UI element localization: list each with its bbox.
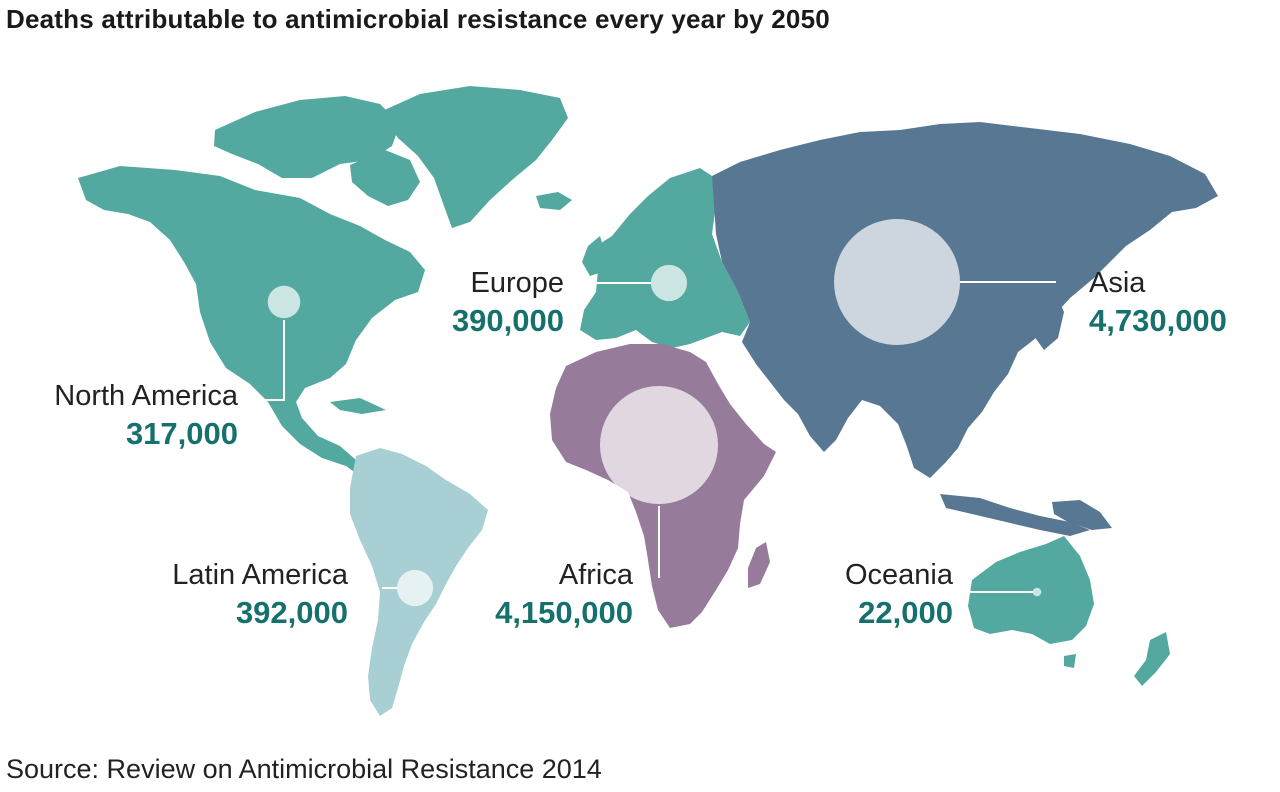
britain-shape: [582, 236, 606, 276]
region-name-north-america: North America: [54, 380, 238, 412]
region-value-europe: 390,000: [451, 303, 564, 338]
baffin-shape: [350, 150, 420, 206]
bubble-layer: [242, 219, 1056, 607]
greenland-shape: [380, 86, 568, 228]
new-guinea-shape: [1052, 500, 1112, 530]
source-note: Source: Review on Antimicrobial Resistan…: [6, 754, 602, 784]
bubble-north-america: [267, 285, 301, 319]
region-oceania: [968, 536, 1170, 686]
bubble-europe: [650, 264, 688, 302]
label-north-america: North America 317,000: [54, 378, 238, 454]
new-zealand-shape: [1134, 632, 1170, 686]
region-value-latin-america: 392,000: [235, 595, 348, 630]
tasmania-shape: [1064, 654, 1076, 668]
map-title: Deaths attributable to antimicrobial res…: [6, 4, 830, 34]
region-asia: [712, 122, 1218, 536]
indonesia-shape: [940, 494, 1090, 536]
bubble-latin-america: [396, 569, 434, 607]
bubble-oceania: [1032, 587, 1042, 597]
cuba-shape: [330, 398, 386, 414]
label-latin-america: Latin America 392,000: [172, 557, 348, 633]
region-value-north-america: 317,000: [125, 416, 238, 451]
region-north-america: [78, 96, 425, 476]
europe-shape: [580, 168, 750, 348]
iceland-shape: [536, 192, 572, 210]
leader-line-north-america: [242, 320, 285, 401]
label-oceania: Oceania 22,000: [845, 557, 953, 633]
canadian-arctic-shape: [214, 96, 400, 178]
region-value-africa: 4,150,000: [495, 595, 633, 630]
region-name-europe: Europe: [470, 267, 564, 299]
region-name-latin-america: Latin America: [172, 559, 348, 591]
region-name-africa: Africa: [558, 559, 633, 591]
madagascar-shape: [748, 542, 770, 588]
label-europe: Europe 390,000: [452, 265, 564, 341]
north-america-shape: [78, 166, 425, 476]
japan-shape: [1034, 290, 1064, 350]
label-asia: Asia 4,730,000: [1089, 265, 1227, 341]
region-name-oceania: Oceania: [844, 559, 953, 591]
australia-shape: [968, 536, 1094, 644]
region-europe: [580, 168, 750, 348]
asia-shape: [712, 122, 1218, 478]
region-name-asia: Asia: [1089, 267, 1146, 299]
bubble-asia: [834, 219, 960, 345]
region-value-asia: 4,730,000: [1089, 303, 1227, 338]
region-value-oceania: 22,000: [858, 595, 953, 630]
bubble-africa: [600, 386, 718, 504]
label-africa: Africa 4,150,000: [495, 557, 633, 633]
